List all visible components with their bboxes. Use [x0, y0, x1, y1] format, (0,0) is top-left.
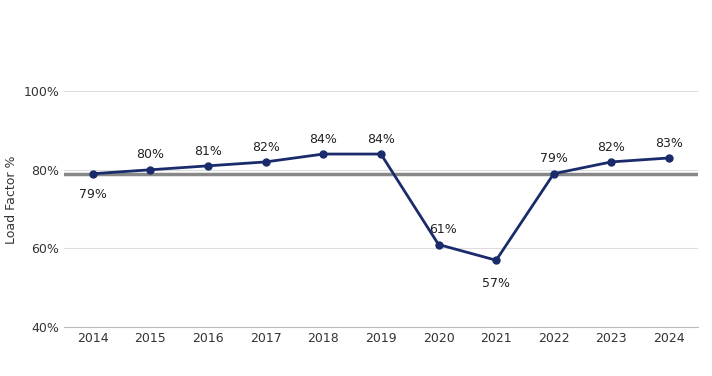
Text: 82%: 82% — [252, 141, 280, 153]
Text: 83%: 83% — [655, 136, 683, 150]
Text: 57%: 57% — [482, 277, 510, 290]
Text: 79%: 79% — [540, 152, 567, 165]
Text: 79%: 79% — [79, 188, 107, 201]
Text: 81%: 81% — [194, 144, 222, 158]
Text: 61%: 61% — [429, 223, 456, 236]
Text: 84%: 84% — [310, 133, 337, 146]
Y-axis label: Load Factor %: Load Factor % — [5, 155, 18, 244]
Text: 80%: 80% — [137, 149, 164, 161]
Text: Average load factor (%): Average load factor (%) — [249, 21, 463, 39]
Text: 84%: 84% — [367, 133, 395, 146]
Text: 82%: 82% — [597, 141, 625, 153]
